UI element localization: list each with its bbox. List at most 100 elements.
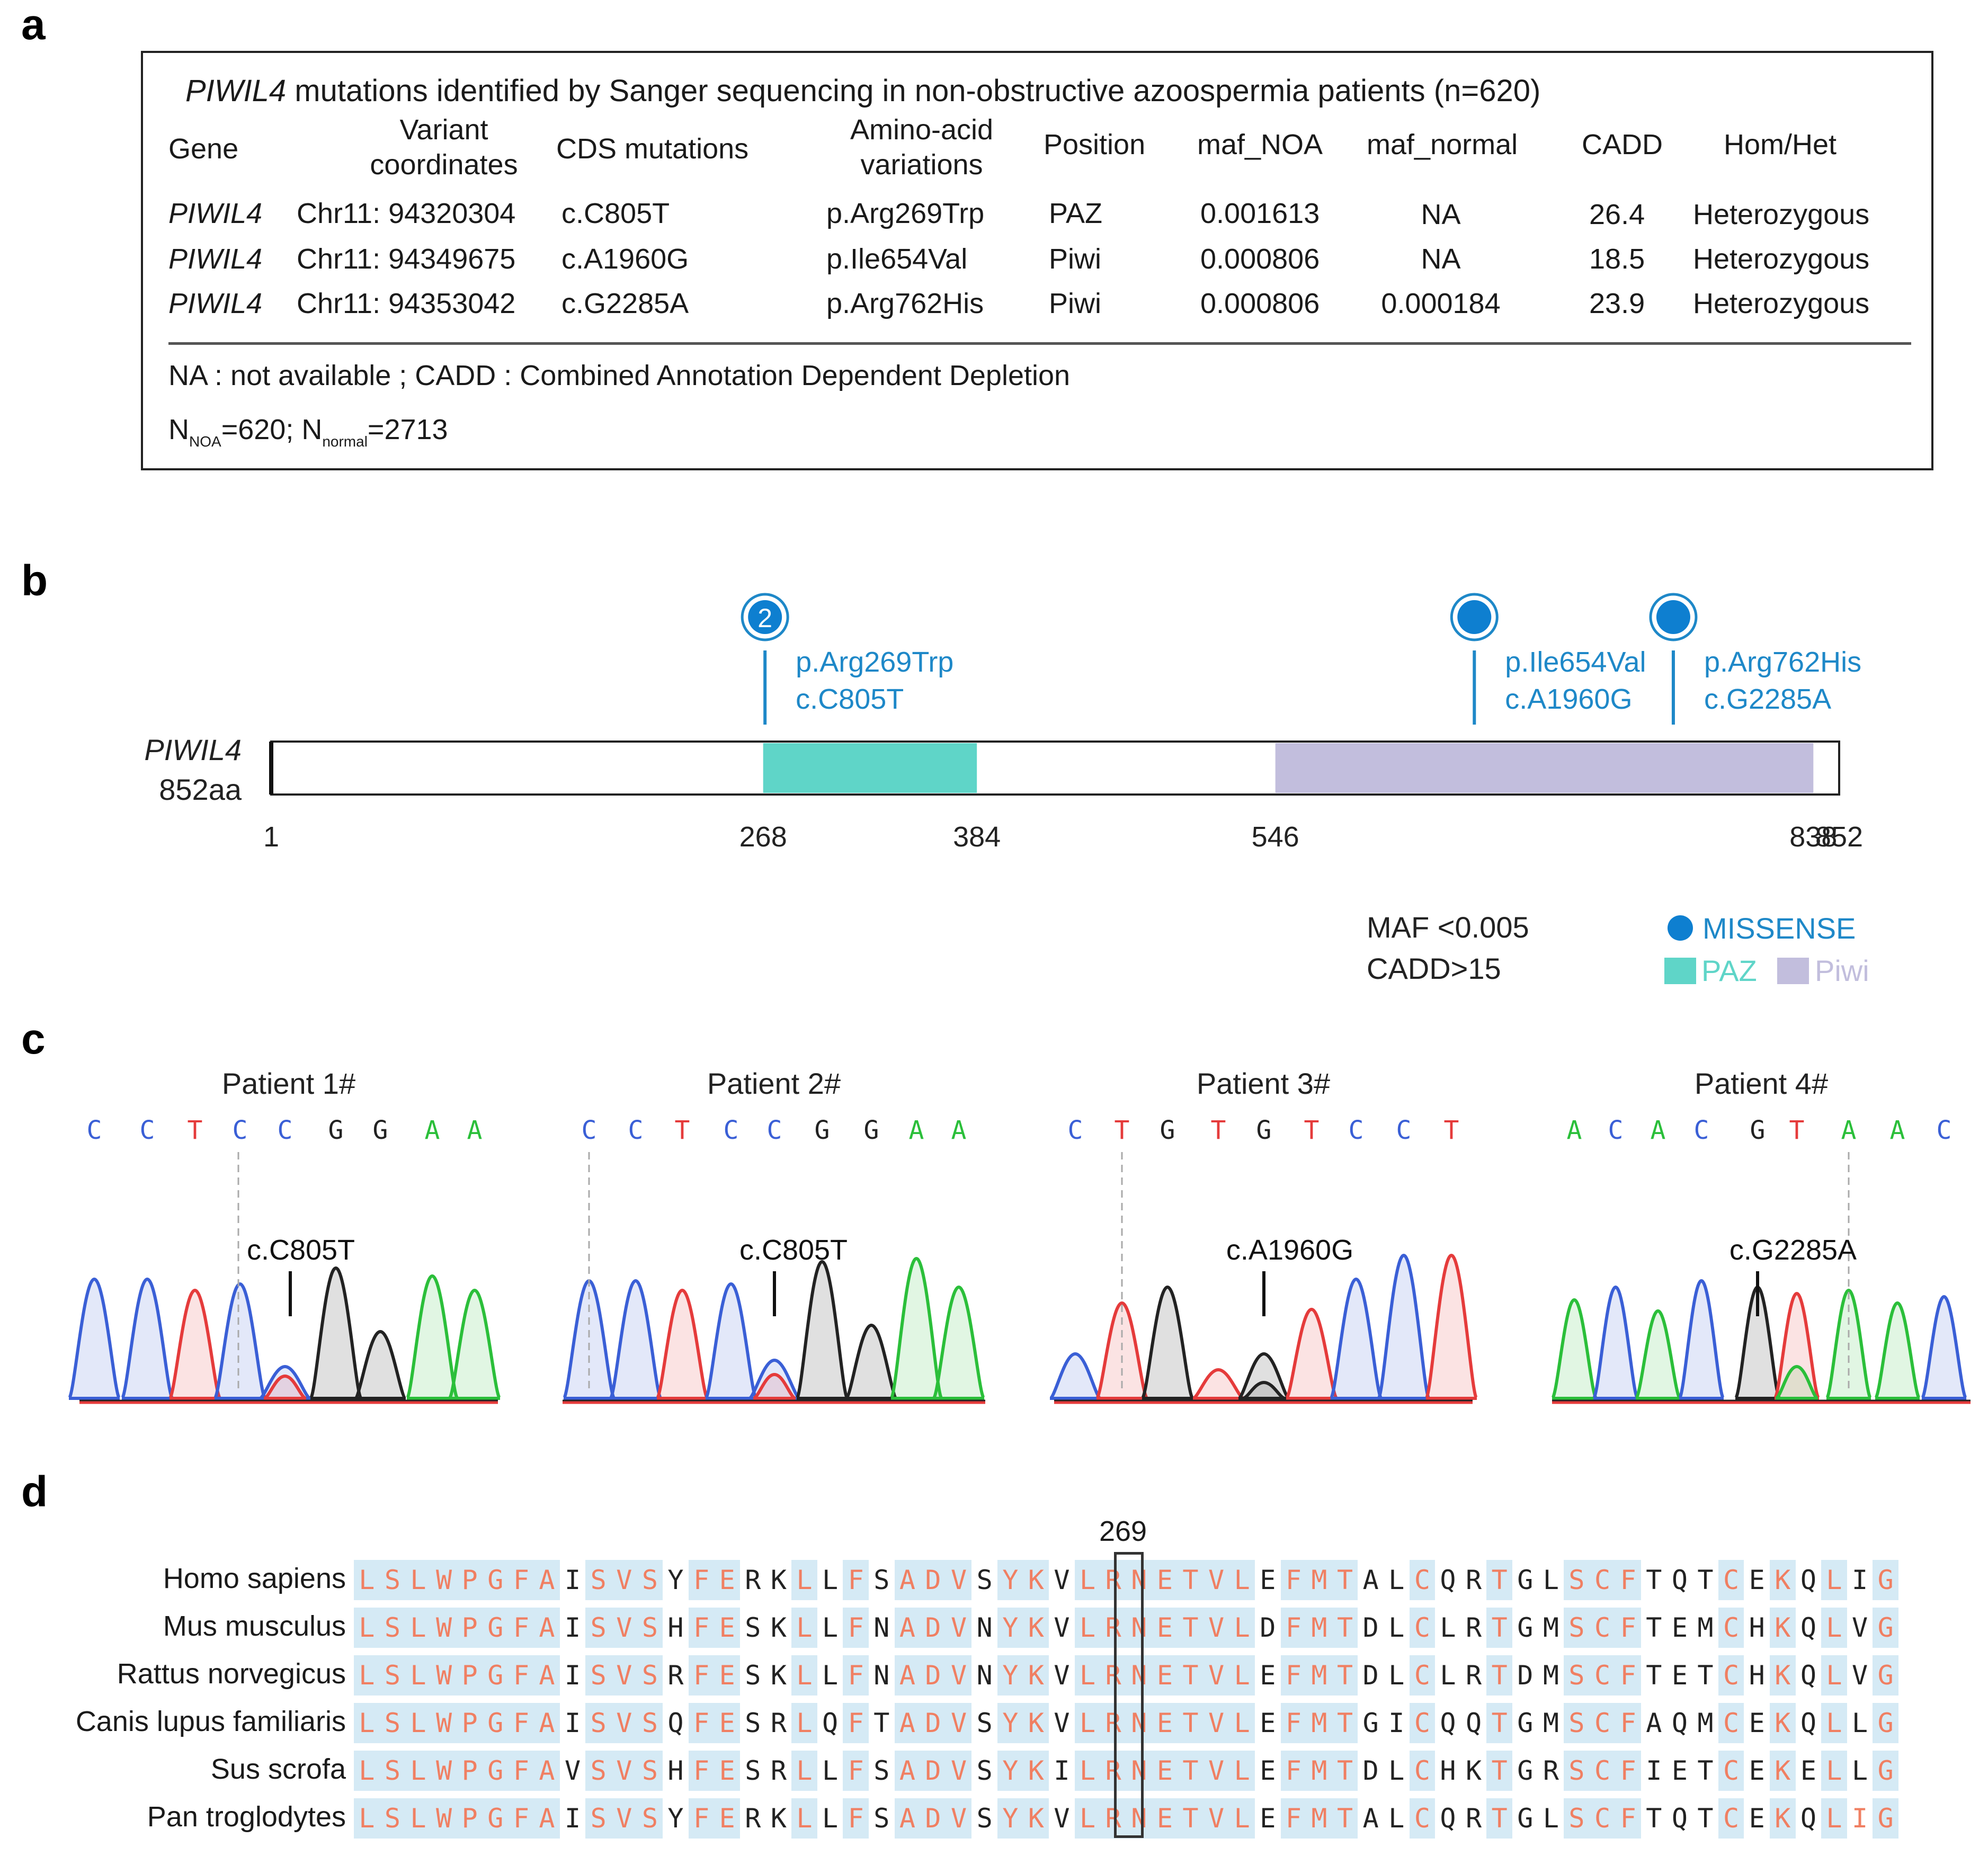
residue: P <box>457 1560 483 1600</box>
residue: R <box>745 1803 761 1834</box>
residue: T <box>1486 1798 1512 1839</box>
residue: T <box>1646 1660 1662 1691</box>
header-cds: CDS mutations <box>556 133 749 165</box>
residue: E <box>1749 1803 1765 1834</box>
base-call: C <box>582 1116 597 1145</box>
residue: K <box>1770 1751 1796 1791</box>
residue: V <box>946 1560 972 1600</box>
residue: A <box>1646 1708 1662 1738</box>
residue: Q <box>1671 1803 1688 1834</box>
residue: W <box>431 1560 457 1600</box>
table-divider <box>168 342 1911 345</box>
residue: M <box>1306 1560 1332 1600</box>
trace-peak <box>213 1282 267 1400</box>
residue: V <box>1203 1655 1229 1696</box>
residue: A <box>534 1560 560 1600</box>
residue: L <box>405 1608 431 1648</box>
axis-tick-label: 838 <box>1789 821 1837 853</box>
residue: S <box>976 1565 993 1595</box>
residue: L <box>1229 1655 1255 1696</box>
mutation-cds-label: c.C805T <box>796 683 904 715</box>
residue: K <box>1023 1798 1049 1839</box>
residue: L <box>1074 1655 1101 1696</box>
residue: I <box>565 1660 581 1691</box>
residue: P <box>457 1608 483 1648</box>
lollipop-count: 2 <box>757 603 772 633</box>
legend-cadd: CADD>15 <box>1367 952 1501 985</box>
cell-maf-noa: 0.000806 <box>1200 288 1320 319</box>
residue: S <box>1564 1608 1590 1648</box>
base-call: C <box>628 1116 644 1145</box>
residue: D <box>920 1703 946 1743</box>
trace-peak <box>1424 1253 1478 1400</box>
residue: T <box>1178 1751 1204 1791</box>
residue: S <box>1564 1560 1590 1600</box>
residue: R <box>1466 1660 1482 1691</box>
residue: K <box>770 1660 787 1691</box>
trace-peak <box>1874 1301 1921 1400</box>
cell-aa: p.Arg762His <box>826 288 984 319</box>
panel-d-letter: d <box>21 1468 48 1516</box>
residue: F <box>1615 1751 1641 1791</box>
residue: N <box>1126 1703 1152 1743</box>
chromatogram-title: Patient 4# <box>1695 1067 1828 1100</box>
residue: L <box>822 1755 839 1786</box>
mutation-label: c.C805T <box>247 1234 355 1266</box>
residue: H <box>1749 1660 1765 1691</box>
cell-maf-normal: 0.000184 <box>1381 288 1501 319</box>
residue: E <box>1152 1703 1178 1743</box>
base-call: C <box>724 1116 739 1145</box>
lollipop-head <box>1656 600 1690 634</box>
residue: S <box>379 1798 406 1839</box>
header-maf-normal: maf_normal <box>1367 129 1518 160</box>
trace-peak <box>120 1277 174 1400</box>
residue: C <box>1409 1798 1436 1839</box>
residue: C <box>1718 1751 1744 1791</box>
residue: N <box>1126 1560 1152 1600</box>
mutation-label: c.C805T <box>739 1234 848 1266</box>
residue: A <box>534 1703 560 1743</box>
residue: L <box>1821 1560 1847 1600</box>
base-call: T <box>188 1116 203 1145</box>
residue: M <box>1306 1608 1332 1648</box>
mutation-label: c.A1960G <box>1226 1234 1353 1266</box>
residue: V <box>611 1751 637 1791</box>
residue: A <box>534 1655 560 1696</box>
mutation-aa-label: p.Ile654Val <box>1505 646 1646 678</box>
residue: S <box>637 1608 663 1648</box>
residue: F <box>1615 1703 1641 1743</box>
base-call: A <box>1651 1116 1666 1145</box>
residue: K <box>1023 1560 1049 1600</box>
residue: Y <box>997 1655 1023 1696</box>
residue: R <box>1100 1608 1126 1648</box>
cell-aa: p.Arg269Trp <box>826 198 985 229</box>
residue: Q <box>1800 1565 1816 1595</box>
base-call: G <box>328 1116 344 1145</box>
trace-peak <box>1734 1285 1781 1400</box>
header-variant: Variant coordinates <box>370 114 518 181</box>
residue: K <box>770 1803 787 1834</box>
residue: R <box>745 1565 761 1595</box>
residue: M <box>1543 1660 1559 1691</box>
residue: D <box>920 1655 946 1696</box>
chromatogram: Patient 3#C T G T G T C C Tc.A1960G <box>1049 1067 1478 1404</box>
base-call: A <box>1567 1116 1582 1145</box>
residue: T <box>1486 1751 1512 1791</box>
residue: C <box>1589 1655 1616 1696</box>
residue: M <box>1306 1703 1332 1743</box>
base-call: C <box>1396 1116 1412 1145</box>
residue: V <box>1054 1660 1070 1691</box>
residue: E <box>714 1798 740 1839</box>
residue: L <box>1229 1798 1255 1839</box>
residue: S <box>1564 1751 1590 1791</box>
trace-peak <box>748 1358 801 1400</box>
residue: K <box>1023 1703 1049 1743</box>
residue: L <box>1543 1565 1559 1595</box>
residue: M <box>1306 1751 1332 1791</box>
species-label: Sus scrofa <box>210 1753 346 1785</box>
residue: D <box>920 1798 946 1839</box>
residue: E <box>714 1751 740 1791</box>
residue: G <box>1517 1755 1534 1786</box>
